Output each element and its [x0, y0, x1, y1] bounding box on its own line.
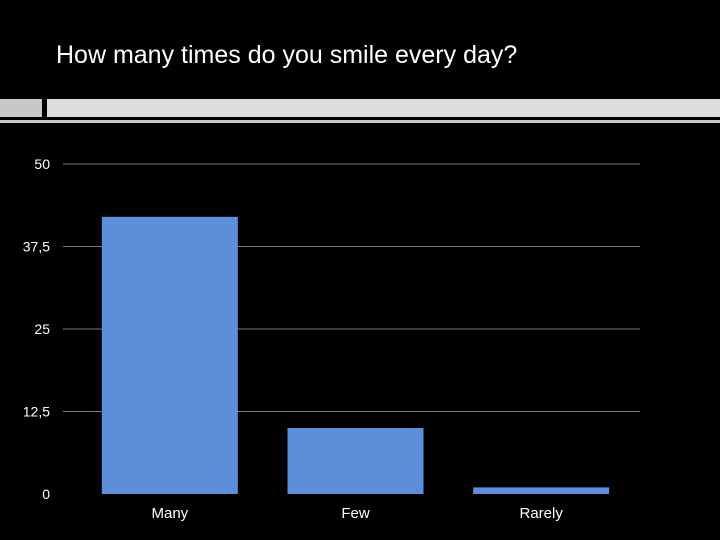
x-category-label: Many	[151, 505, 188, 522]
bar-many	[101, 216, 238, 495]
slide-title: How many times do you smile every day?	[56, 41, 518, 69]
x-axis-category-labels: Many Few Rarely	[151, 505, 563, 522]
bar-chart: 0 12,5 25 37,5 50 Many Few Rarely	[23, 156, 640, 522]
bars	[101, 216, 610, 495]
bar-rarely	[473, 487, 610, 494]
divider-right-segment	[47, 99, 720, 117]
x-category-label: Few	[341, 505, 370, 522]
y-tick-label: 0	[42, 486, 50, 502]
y-tick-label: 12,5	[23, 404, 50, 420]
y-axis-tick-labels: 0 12,5 25 37,5 50	[23, 156, 50, 502]
y-tick-label: 50	[34, 156, 50, 172]
y-tick-label: 37,5	[23, 239, 50, 255]
title-divider	[0, 96, 720, 124]
bar-few	[287, 428, 424, 494]
divider-left-segment	[0, 99, 42, 117]
x-category-label: Rarely	[519, 505, 563, 522]
divider-line	[0, 120, 720, 123]
y-tick-label: 25	[34, 321, 50, 337]
